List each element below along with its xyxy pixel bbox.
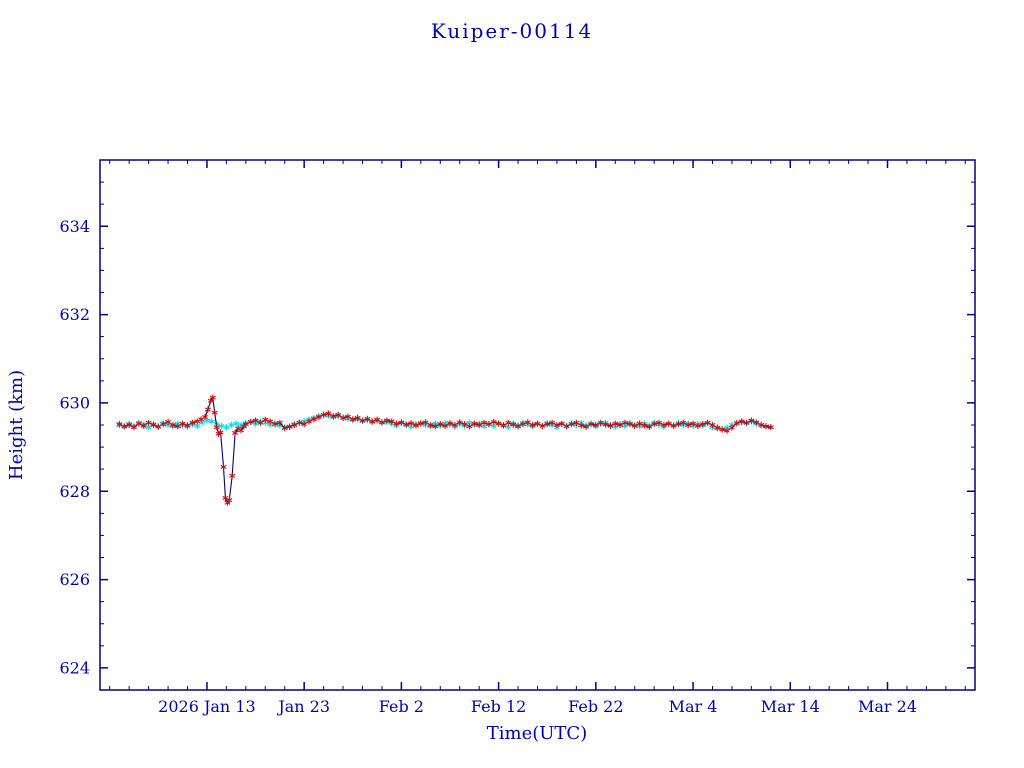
x-axis-label: Time(UTC) bbox=[487, 723, 587, 744]
x-tick-label: Mar 4 bbox=[669, 697, 718, 716]
x-tick-label: Jan 23 bbox=[276, 697, 330, 716]
observed-height-markers bbox=[116, 394, 774, 506]
y-tick-label: 624 bbox=[59, 658, 90, 677]
major-ticks bbox=[100, 160, 975, 690]
y-tick-label: 630 bbox=[59, 393, 90, 412]
axes: 624 626 628 630 632 634 2026 Jan 13 Jan 23 Feb 2… bbox=[59, 159, 976, 716]
y-tick-label: 632 bbox=[59, 305, 90, 324]
y-tick-label: 634 bbox=[59, 217, 90, 236]
y-tick-label: 626 bbox=[59, 570, 90, 589]
x-tick-label: Feb 2 bbox=[379, 697, 424, 716]
x-tick-label: Feb 22 bbox=[568, 697, 623, 716]
data-series bbox=[116, 394, 774, 506]
minor-ticks bbox=[100, 160, 975, 690]
x-tick-label: 2026 Jan 13 bbox=[158, 697, 256, 716]
x-tick-label: Feb 12 bbox=[471, 697, 526, 716]
chart-title: Kuiper-00114 bbox=[431, 19, 593, 43]
observed-height-line bbox=[119, 396, 771, 504]
y-tick-label: 628 bbox=[59, 482, 90, 501]
x-tick-label: Mar 24 bbox=[858, 697, 917, 716]
x-tick-label: Mar 14 bbox=[761, 697, 820, 716]
y-axis-label: Height (km) bbox=[6, 370, 27, 480]
